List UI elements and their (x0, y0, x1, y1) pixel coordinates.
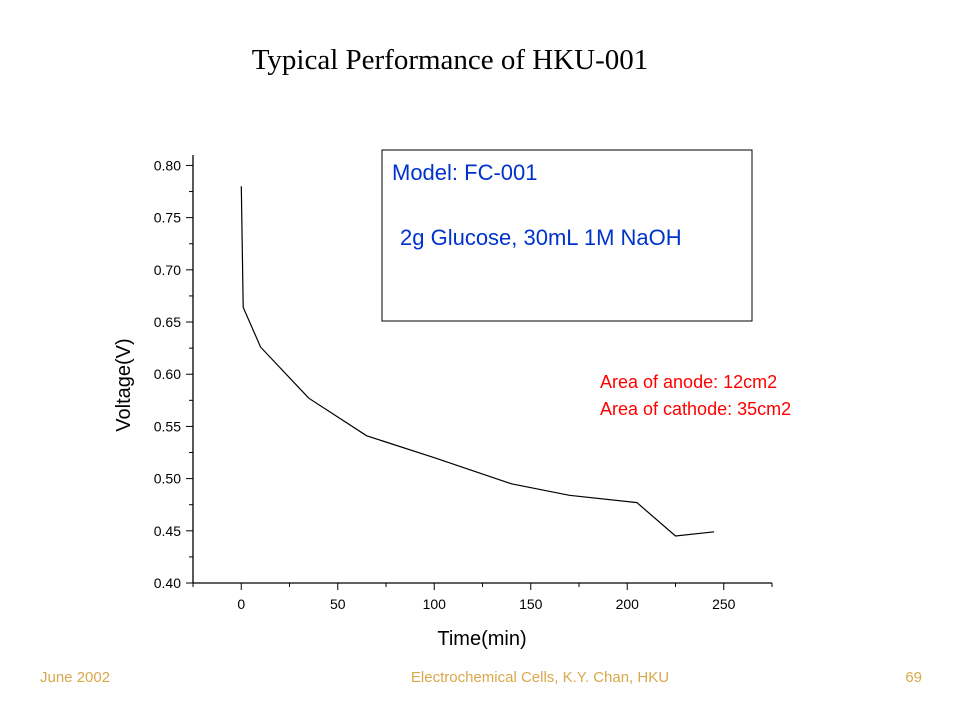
tick-labels: 0.40 0.45 0.50 0.55 0.60 0.65 0.70 0.75 0.80 0 50 1… (154, 157, 736, 612)
composition-label: 2g Glucose, 30mL 1M NaOH (400, 225, 682, 250)
x-tick-label: 100 (423, 596, 447, 612)
x-axis-label: Time(min) (437, 628, 526, 650)
y-axis-label: Voltage(V) (113, 338, 135, 431)
y-tick-label: 0.75 (154, 210, 181, 226)
x-tick-label: 0 (237, 596, 245, 612)
anode-area-label: Area of anode: 12cm2 (600, 372, 777, 392)
y-tick-label: 0.65 (154, 314, 181, 330)
y-tick-label: 0.80 (154, 157, 181, 173)
footer-date: June 2002 (40, 669, 111, 686)
model-label: Model: FC-001 (392, 160, 538, 185)
slide-title: Typical Performance of HKU-001 (251, 44, 649, 76)
y-tick-label: 0.70 (154, 262, 181, 278)
y-tick-label: 0.45 (154, 523, 181, 539)
cathode-area-label: Area of cathode: 35cm2 (600, 399, 791, 419)
x-tick-label: 50 (330, 596, 346, 612)
series-line (240, 186, 715, 537)
footer-credit: Electrochemical Cells, K.Y. Chan, HKU (410, 669, 670, 686)
x-tick-label: 200 (616, 596, 640, 612)
page-number: 69 (905, 669, 922, 686)
x-tick-label: 150 (519, 596, 543, 612)
tick-marks (186, 164, 773, 590)
model-info-box (381, 149, 753, 322)
y-tick-label: 0.50 (154, 471, 181, 487)
y-tick-label: 0.55 (154, 418, 181, 434)
x-tick-label: 250 (712, 596, 736, 612)
y-tick-label: 0.60 (154, 366, 181, 382)
y-tick-label: 0.40 (154, 575, 181, 591)
